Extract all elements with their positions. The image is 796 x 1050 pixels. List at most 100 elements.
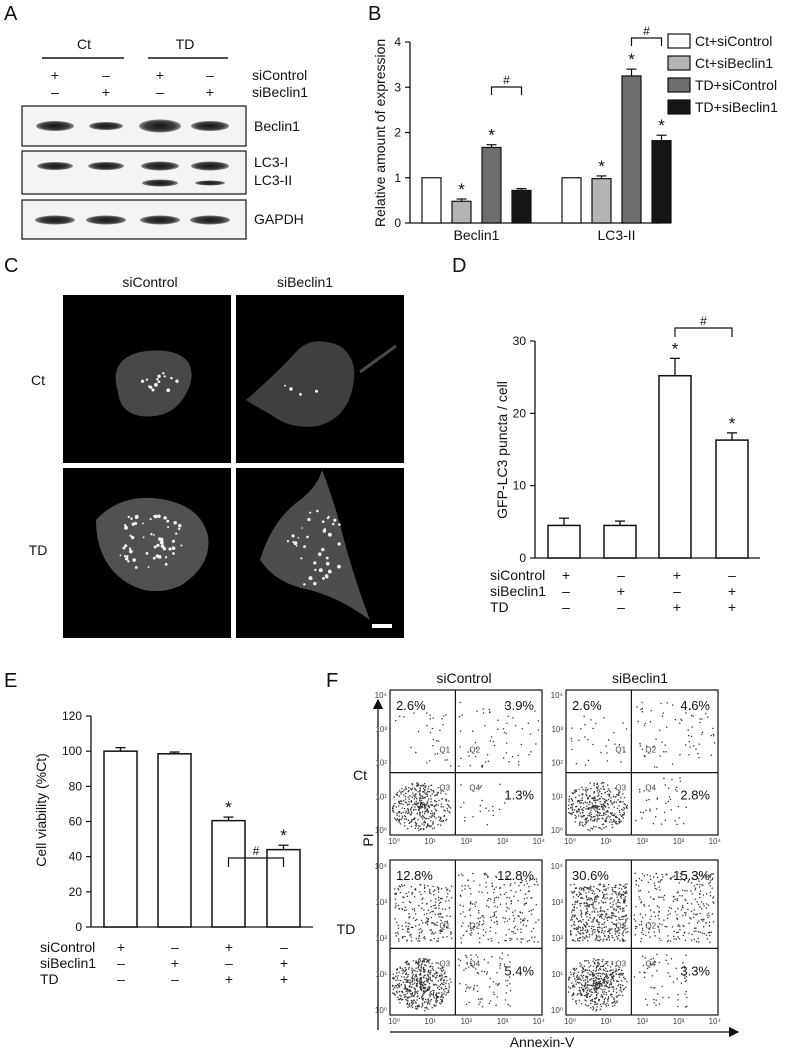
- event-dot: [522, 924, 525, 926]
- event-dot: [591, 978, 593, 980]
- puncta-dot: [153, 382, 158, 387]
- event-dot: [425, 903, 428, 905]
- event-dot: [459, 730, 462, 732]
- significance-star: *: [628, 50, 635, 69]
- event-dot: [419, 828, 422, 831]
- event-dot: [607, 961, 609, 963]
- event-dot: [585, 921, 587, 924]
- chart-e-sign: +: [225, 971, 233, 987]
- event-dot: [415, 824, 417, 826]
- event-dot: [597, 1003, 599, 1005]
- event-dot: [602, 781, 604, 784]
- event-dot: [459, 894, 462, 896]
- event-dot: [422, 998, 424, 1000]
- event-dot: [592, 820, 594, 822]
- event-dot: [438, 816, 440, 818]
- event-dot: [597, 792, 599, 794]
- event-dot: [442, 924, 445, 927]
- event-dot: [624, 891, 626, 893]
- event-dot: [679, 777, 681, 779]
- event-dot: [529, 879, 531, 881]
- event-dot: [589, 807, 591, 809]
- event-dot: [589, 917, 591, 919]
- event-dot: [601, 960, 603, 963]
- event-dot: [482, 929, 485, 931]
- event-dot: [496, 923, 498, 925]
- flow-col-sibeclin1: siBeclin1: [612, 670, 668, 686]
- event-dot: [580, 893, 582, 896]
- event-dot: [433, 992, 435, 994]
- event-dot: [459, 746, 461, 748]
- event-dot: [418, 935, 420, 937]
- puncta-dot: [140, 379, 145, 383]
- event-dot: [405, 925, 407, 927]
- event-dot: [646, 1004, 649, 1006]
- event-dot: [436, 793, 438, 795]
- event-dot: [595, 983, 597, 985]
- event-dot: [407, 922, 409, 924]
- event-dot: [510, 883, 512, 885]
- event-dot: [402, 998, 404, 1001]
- event-dot: [676, 978, 678, 980]
- event-dot: [534, 710, 536, 712]
- event-dot: [572, 909, 574, 911]
- event-dot: [625, 986, 627, 989]
- event-dot: [478, 941, 481, 944]
- event-dot: [585, 913, 587, 916]
- event-dot: [423, 828, 425, 830]
- event-dot: [594, 900, 596, 902]
- event-dot: [430, 929, 433, 931]
- event-dot: [600, 1005, 602, 1008]
- event-dot: [516, 929, 519, 931]
- event-dot: [689, 746, 691, 748]
- event-dot: [462, 874, 464, 877]
- event-dot: [659, 755, 661, 757]
- event-dot: [582, 815, 585, 817]
- chart-d-row-sibeclin1: siBeclin1: [490, 583, 546, 599]
- event-dot: [597, 984, 599, 987]
- event-dot: [392, 988, 395, 990]
- event-dot: [588, 966, 590, 968]
- event-dot: [698, 920, 700, 922]
- event-dot: [406, 996, 408, 998]
- event-dot: [587, 960, 589, 962]
- event-dot: [603, 827, 605, 829]
- event-dot: [485, 807, 487, 809]
- event-dot: [575, 917, 578, 919]
- event-dot: [432, 812, 434, 814]
- event-dot: [601, 991, 604, 993]
- event-dot: [622, 908, 624, 910]
- event-dot: [411, 796, 413, 798]
- event-dot: [413, 808, 415, 811]
- event-dot: [596, 989, 598, 991]
- event-dot: [583, 889, 585, 891]
- event-dot: [409, 993, 412, 995]
- event-dot: [589, 974, 591, 976]
- event-dot: [411, 819, 413, 821]
- event-dot: [490, 736, 493, 738]
- event-dot: [589, 965, 592, 967]
- event-dot: [578, 976, 580, 979]
- event-dot: [495, 916, 497, 918]
- event-dot: [619, 896, 622, 898]
- event-dot: [641, 955, 644, 957]
- event-dot: [444, 975, 447, 978]
- puncta-dot: [149, 517, 152, 521]
- event-dot: [424, 811, 426, 813]
- event-dot: [443, 979, 446, 981]
- flow-y-tick-label: 10²: [375, 934, 387, 943]
- event-dot: [690, 939, 693, 941]
- event-dot: [577, 982, 580, 984]
- event-dot: [463, 802, 465, 804]
- event-dot: [603, 985, 606, 987]
- event-dot: [573, 890, 575, 892]
- event-dot: [573, 975, 575, 977]
- event-dot: [432, 790, 435, 792]
- event-dot: [598, 916, 601, 918]
- event-dot: [508, 908, 510, 910]
- event-dot: [598, 789, 600, 791]
- event-dot: [431, 727, 434, 730]
- event-dot: [611, 802, 613, 804]
- event-dot: [593, 791, 595, 793]
- event-dot: [401, 907, 403, 910]
